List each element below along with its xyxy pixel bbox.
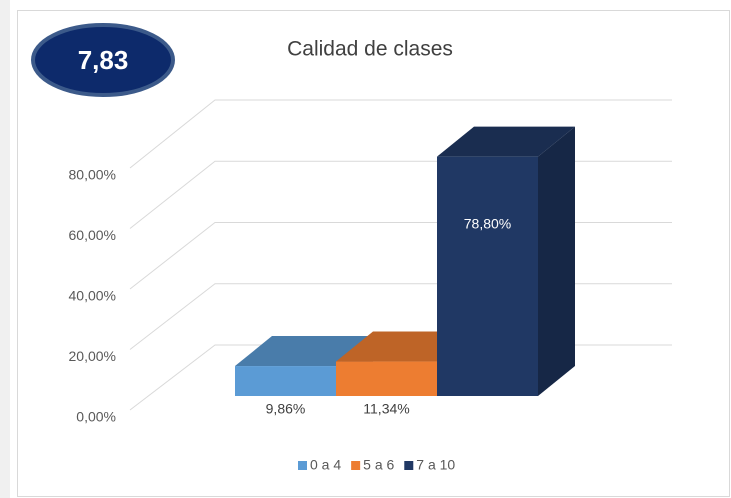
bar-top: [235, 336, 373, 367]
data-label: 11,34%: [363, 401, 409, 417]
legend-swatch: [351, 461, 361, 470]
data-label: 78,80%: [464, 215, 511, 231]
bar-side: [538, 126, 575, 397]
chart-title: Calidad de clases: [287, 38, 453, 61]
y-tick-label: 0,00%: [76, 409, 116, 425]
bar: [437, 156, 538, 396]
y-tick-label: 20,00%: [69, 348, 116, 364]
legend-swatch: [404, 461, 414, 470]
bar: [235, 366, 336, 396]
badge-text: 7,83: [78, 45, 129, 75]
bar-top: [437, 126, 575, 157]
legend-swatch: [298, 461, 307, 470]
legend-label: 7 a 10: [416, 457, 455, 473]
legend-label: 0 a 4: [310, 457, 341, 473]
legend-label: 5 a 6: [363, 457, 394, 473]
bar: [336, 361, 437, 396]
grid-line: [129, 99, 672, 169]
y-tick-label: 60,00%: [69, 227, 116, 243]
data-label: 9,86%: [266, 401, 306, 417]
y-tick-label: 80,00%: [69, 167, 116, 183]
y-tick-label: 40,00%: [69, 288, 116, 304]
side-strip: [0, 0, 10, 498]
badge: [31, 23, 175, 97]
